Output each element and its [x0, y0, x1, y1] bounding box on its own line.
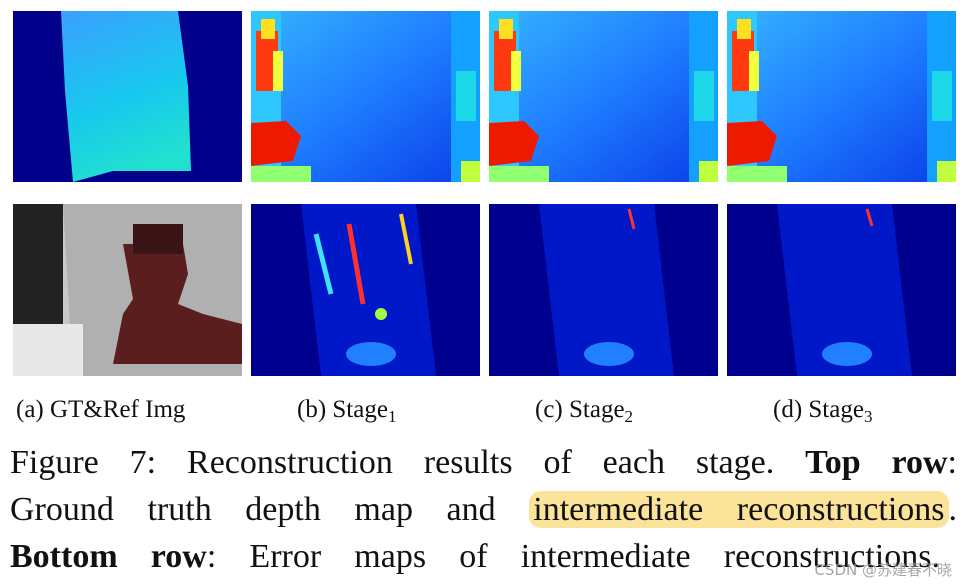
subcaption-label: (a) — [16, 396, 44, 423]
subscript: 1 — [387, 407, 397, 426]
subscript: 3 — [863, 407, 873, 426]
subcaption-text: GT&Ref Img — [50, 396, 186, 423]
stage3-depth — [727, 11, 956, 182]
subcaption-label: (d) — [773, 396, 803, 423]
subcaption: (c) Stage2 — [535, 396, 633, 427]
subcaption-text: Stage — [569, 396, 625, 423]
figure-label: Figure 7: — [10, 444, 157, 481]
caption-text: : — [947, 444, 957, 481]
subcaption: (a) GT&Ref Img — [16, 396, 185, 424]
subcaption-text: Stage — [332, 396, 388, 423]
stage1-depth — [251, 11, 480, 182]
stage2-depth — [489, 11, 718, 182]
subcaption-label: (c) — [535, 396, 563, 423]
reference-image — [13, 204, 242, 376]
caption-line: Figure 7: Reconstruction results of each… — [10, 446, 957, 480]
caption-line: Ground truth depth map and intermediate … — [10, 491, 958, 528]
subscript: 2 — [624, 407, 634, 426]
subcaption-text: Stage — [808, 396, 864, 423]
stage3-error — [727, 204, 956, 376]
caption-text: Ground truth depth map and — [10, 491, 496, 528]
subcaption-label: (b) — [297, 396, 327, 423]
watermark: CSDN @苏建春不晓 — [814, 561, 952, 579]
subcaption: (d) Stage3 — [773, 396, 872, 427]
caption-text: Reconstruction results of each stage. — [187, 444, 775, 481]
stage2-error — [489, 204, 718, 376]
caption-highlight: intermediate reconstructions — [529, 491, 949, 528]
caption-bold: Top row — [805, 444, 948, 481]
caption-text: . — [948, 491, 958, 528]
caption-text: : Error maps of intermediate reconstruct… — [206, 538, 940, 575]
gt-depth-map — [13, 11, 242, 182]
caption-bold: Bottom row — [10, 538, 207, 575]
subcaption: (b) Stage1 — [297, 396, 396, 427]
figure-panels — [13, 11, 956, 376]
stage1-error — [251, 204, 480, 376]
caption-line: Bottom row: Error maps of intermediate r… — [10, 540, 940, 574]
